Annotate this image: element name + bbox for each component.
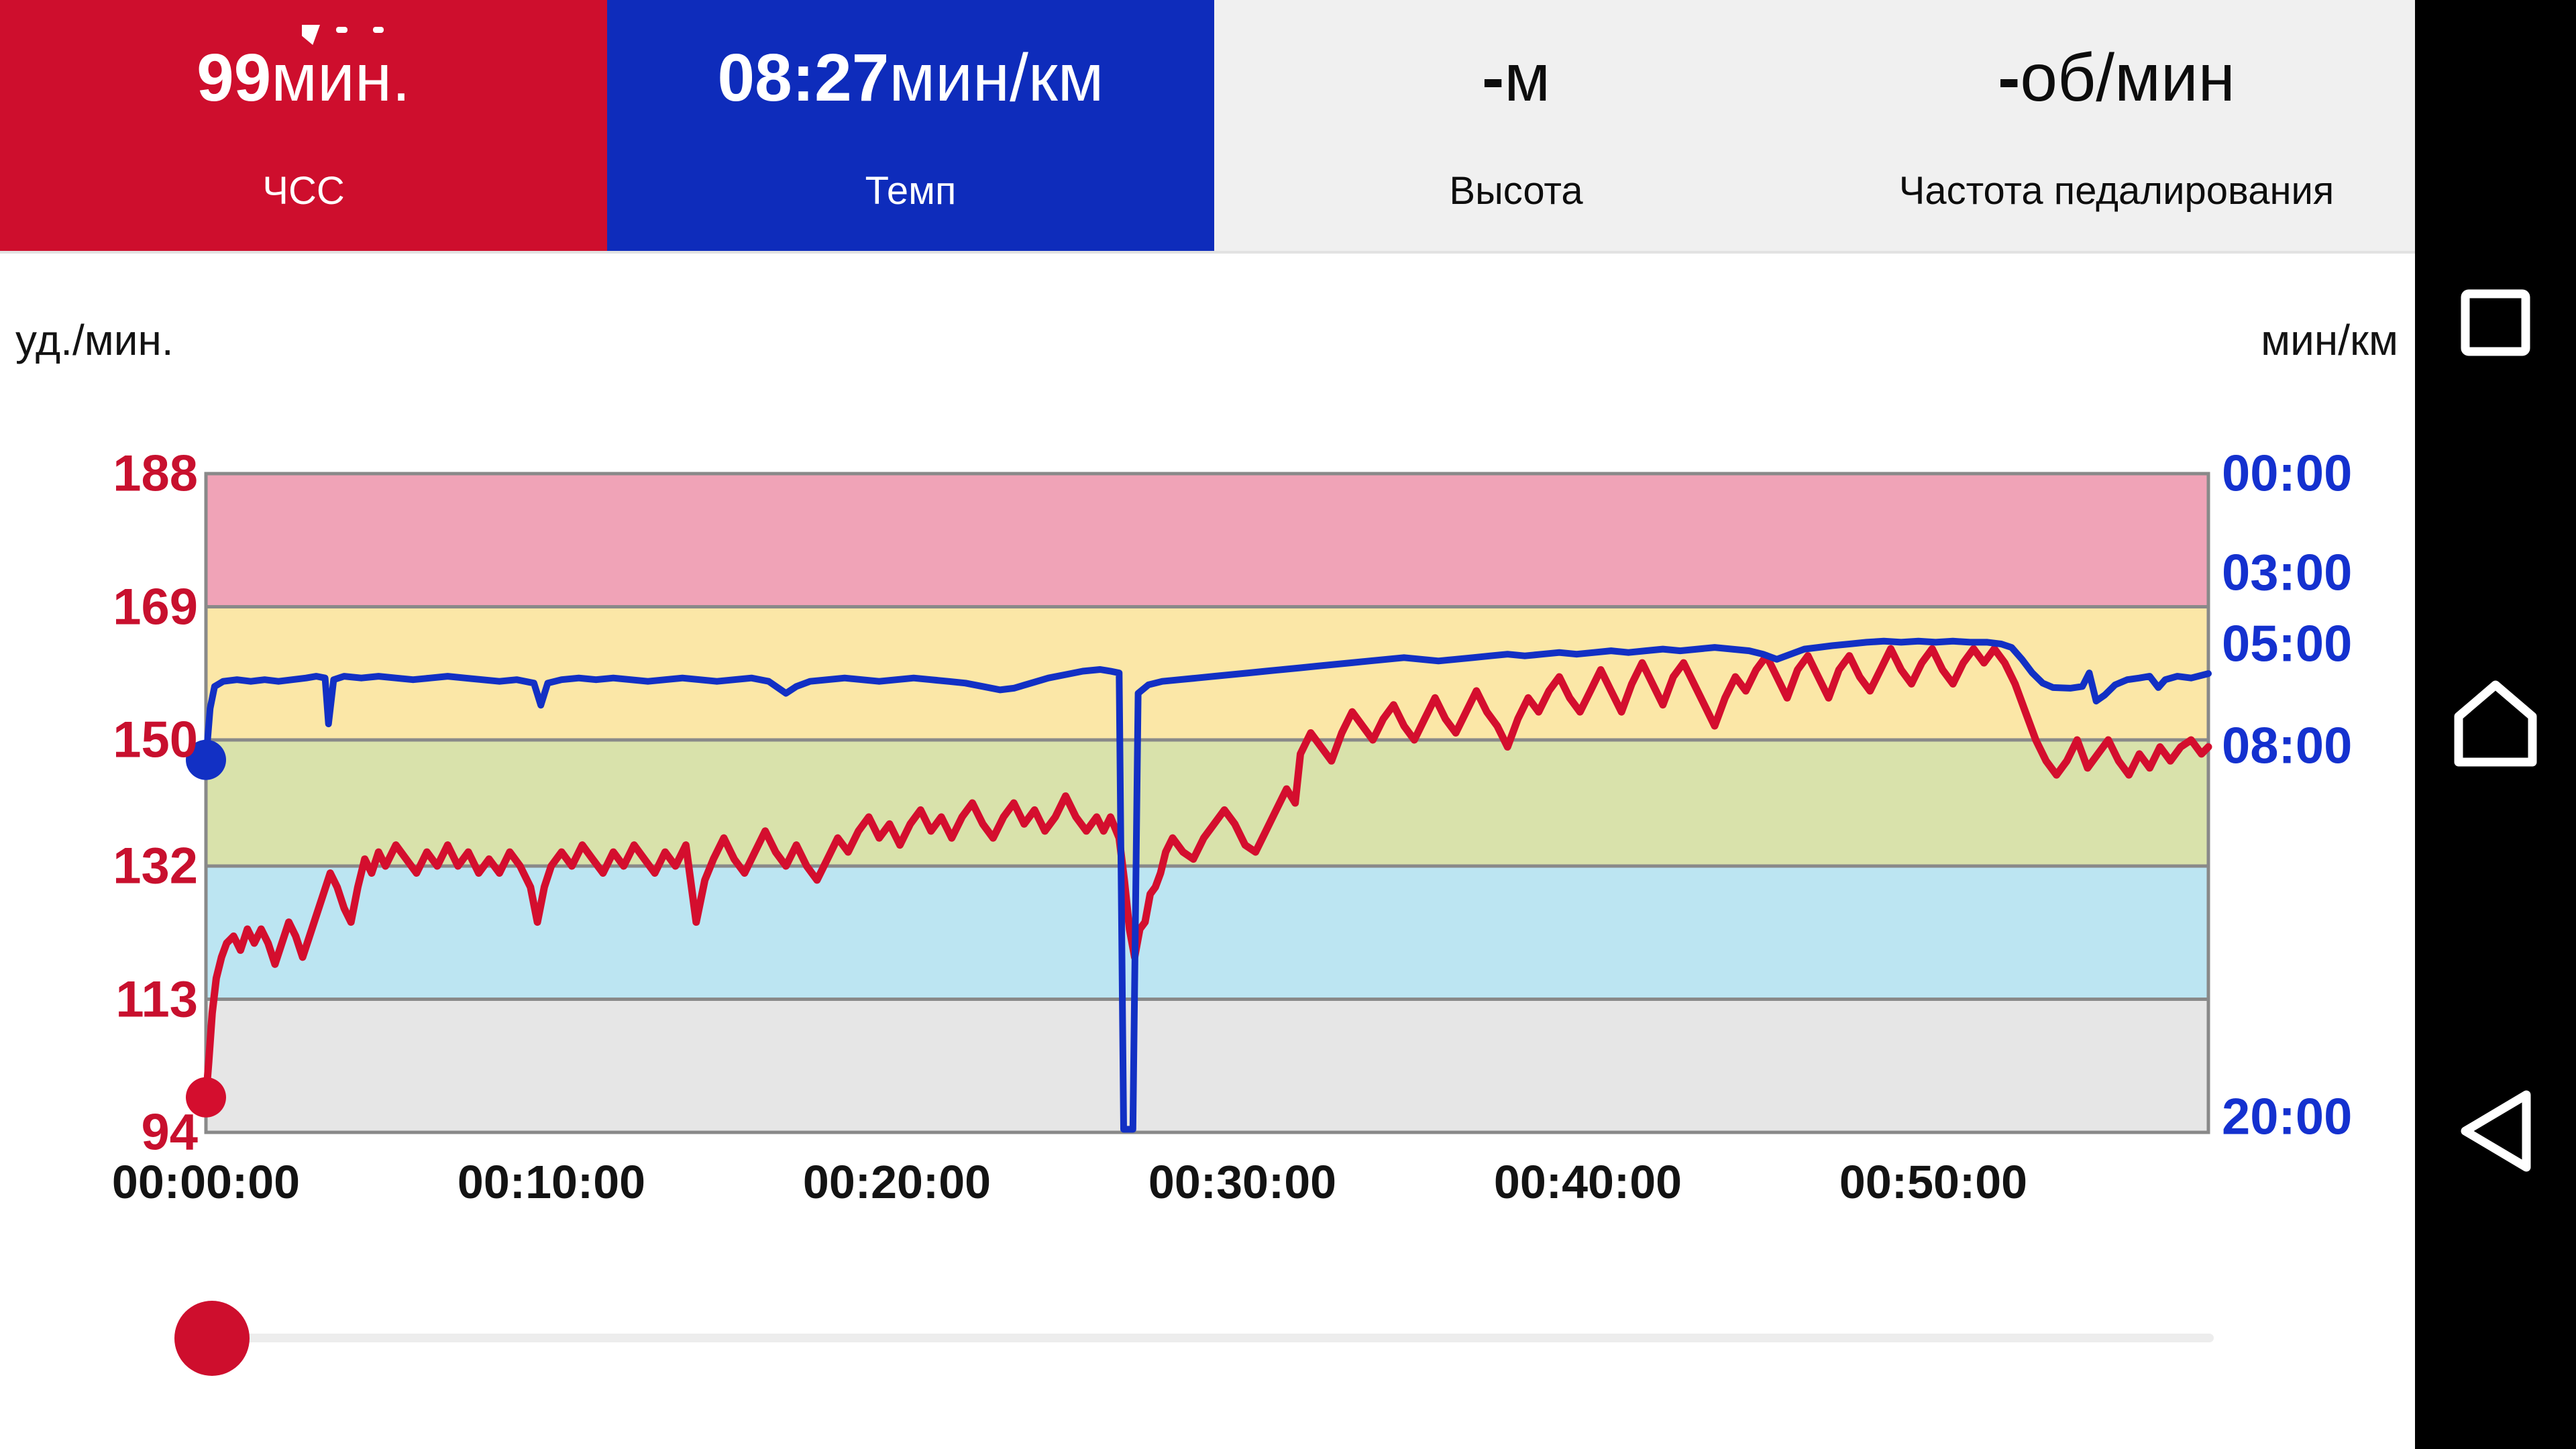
tab-cadence[interactable]: -об/мин Частота педалирования	[1818, 0, 2415, 251]
zone-132-150	[206, 740, 2208, 866]
x-tick: 00:00:00	[111, 1156, 301, 1208]
x-tick: 00:40:00	[1493, 1156, 1682, 1208]
y-right-tick: 00:00	[2222, 445, 2353, 502]
cadence-value: -об/мин	[1998, 40, 2235, 115]
back-button[interactable]	[2415, 1064, 2576, 1198]
y-right-tick: 05:00	[2222, 615, 2353, 673]
pace-value: 08:27мин/км	[717, 40, 1104, 115]
y-right-tick: 08:00	[2222, 717, 2353, 775]
hr-line	[202, 645, 2212, 1102]
heart-rate-value: 99мин.	[197, 40, 411, 115]
zone-113-132	[206, 866, 2208, 1000]
zone-150-169	[206, 606, 2208, 740]
altitude-value: -м	[1481, 40, 1551, 115]
altitude-label: Высота	[1449, 169, 1583, 213]
tab-pace[interactable]: 08:27мин/км Темп	[607, 0, 1214, 251]
x-tick: 00:10:00	[457, 1156, 646, 1208]
home-icon	[2454, 680, 2537, 767]
heart-rate-label: ЧСС	[262, 169, 345, 213]
y-left-tick: 188	[113, 445, 198, 502]
back-triangle-icon	[2461, 1090, 2531, 1172]
timeline-slider-knob[interactable]	[174, 1301, 250, 1376]
y-left-tick: 169	[113, 578, 198, 636]
recents-button[interactable]	[2415, 256, 2576, 390]
cadence-label: Частота педалирования	[1898, 169, 2334, 213]
pace-line	[203, 637, 2212, 1133]
zone-94-113	[206, 999, 2208, 1132]
home-button[interactable]	[2415, 656, 2576, 790]
timeline-slider-track[interactable]	[221, 1334, 2214, 1342]
y-right-tick: 03:00	[2222, 544, 2353, 602]
recents-square-icon	[2461, 289, 2530, 356]
right-axis-unit: мин/км	[2261, 316, 2398, 364]
x-tick: 00:20:00	[802, 1156, 991, 1208]
y-left-tick: 113	[115, 971, 198, 1028]
android-navigation-bar	[2415, 0, 2576, 1449]
x-tick: 00:50:00	[1839, 1156, 2028, 1208]
zone-169-188	[206, 474, 2208, 607]
clipped-text-fragment	[373, 27, 384, 33]
clipped-text-fragment	[336, 27, 347, 33]
left-axis-unit: уд./мин.	[15, 316, 174, 364]
metric-tab-bar: 99мин. ЧСС 08:27мин/км Темп -м Высота -о…	[0, 0, 2415, 254]
y-left-tick: 132	[113, 837, 198, 895]
y-left-tick: 94	[141, 1104, 198, 1161]
plot-border	[204, 472, 2210, 1134]
pace-label: Темп	[865, 169, 957, 213]
tab-altitude[interactable]: -м Высота	[1214, 0, 1818, 251]
y-right-tick: 20:00	[2222, 1088, 2353, 1146]
x-tick: 00:30:00	[1148, 1156, 1337, 1208]
y-left-tick: 150	[113, 711, 198, 769]
tab-heart-rate[interactable]: 99мин. ЧСС	[0, 0, 607, 251]
